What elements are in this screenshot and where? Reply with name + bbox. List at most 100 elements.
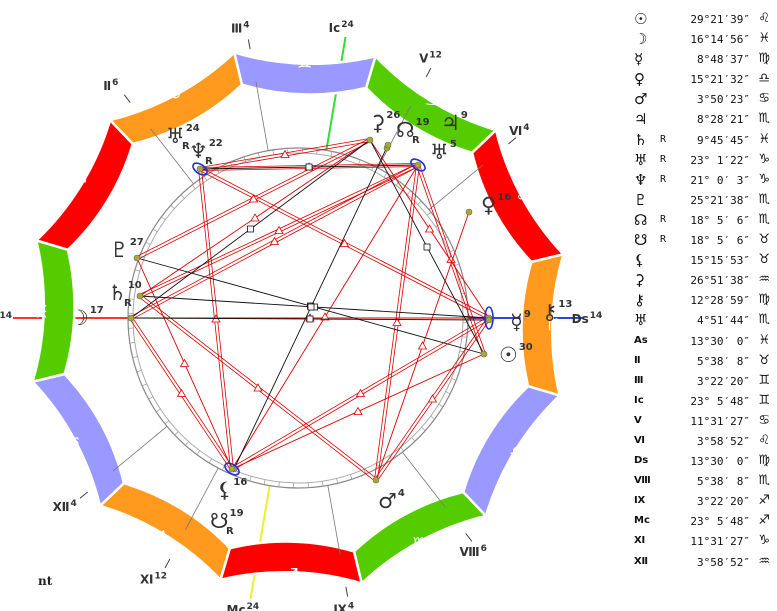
sign-glyph: ♌	[516, 187, 531, 207]
position-retrograde: R	[660, 213, 667, 225]
house-label: Ⅺ12	[140, 571, 167, 586]
position-sign-glyph: ♏	[758, 312, 770, 328]
planet-dot	[127, 314, 135, 322]
position-degrees: 25°21′38″	[690, 193, 750, 207]
retrograde-mark: R	[205, 156, 213, 167]
degree-tick	[330, 151, 333, 157]
position-sign-glyph: ♐	[758, 513, 770, 529]
position-degrees: 5°38′ 8″	[697, 354, 750, 368]
sign-glyph: ♓	[34, 302, 49, 322]
position-sign-glyph: ♉	[758, 352, 770, 368]
sign-glyph: ♉	[168, 84, 183, 104]
position-row: Ⅱ 5°38′ 8″ ♉	[632, 352, 774, 372]
degree-tick	[272, 149, 274, 155]
position-row: As 13°30′ 0″ ♓	[632, 332, 774, 352]
house-cusp-line	[255, 81, 269, 151]
degree-tick	[191, 184, 196, 190]
position-sign-glyph: ♒	[758, 553, 770, 569]
position-sign-glyph: ♑	[758, 151, 770, 167]
degree-tick	[316, 149, 318, 155]
position-degrees: 29°21′39″	[690, 13, 750, 26]
position-degrees: 23° 5′48″	[690, 394, 750, 408]
position-degrees: 3°22′20″	[697, 495, 750, 509]
aspect-marker-triangle	[269, 236, 280, 245]
sign-glyph: ♈	[72, 175, 87, 195]
aspect-marker-triangle	[176, 388, 187, 397]
aspect-marker-square	[423, 243, 431, 251]
degree-tick	[257, 152, 260, 158]
house-cusp-tick	[425, 67, 432, 78]
position-sign-glyph: ♉	[758, 252, 770, 268]
degree-tick	[148, 396, 154, 400]
position-row: Ds 13°30′ 0″ ♍	[632, 452, 774, 472]
position-symbol: Ⅲ	[634, 374, 644, 386]
sign-glyph: ♍	[547, 316, 562, 336]
position-symbol: Ⅵ	[634, 434, 645, 446]
position-row: ♇ 25°21′38″ ♏	[632, 191, 774, 211]
position-symbol: ☿	[634, 50, 644, 69]
conjunction-ellipse	[224, 462, 240, 476]
position-row: ☉ 29°21′39″ ♌	[632, 10, 774, 30]
position-symbol: ☋	[634, 231, 648, 250]
degree-tick	[129, 298, 135, 300]
house-cusp-tick	[508, 137, 517, 145]
planet-positions-table: ☉ 29°21′39″ ♌ ☽ 16°14′56″ ♓ ☿ 8°48′37″ ♍ ♀ 15°21′3…	[632, 10, 774, 573]
degree-tick	[388, 455, 393, 460]
house-label: Mc24	[227, 602, 260, 611]
position-sign-glyph: ♍	[758, 51, 770, 67]
degree-tick	[350, 474, 353, 480]
house-cusp-line	[112, 426, 168, 472]
aspect-marker-triangle	[424, 224, 435, 233]
degree-tick	[208, 458, 213, 464]
position-row: Ⅵ 3°58′52″ ♌	[632, 432, 774, 452]
planet-dot	[133, 254, 141, 262]
aspect-marker-square	[305, 163, 313, 171]
position-sign-glyph: ♒	[758, 272, 770, 288]
position-symbol: Ⅸ	[634, 495, 646, 507]
position-row: Ⅺ 11°31′27″ ♑	[632, 532, 774, 552]
position-row: ⚸ 15°15′53″ ♉	[632, 251, 774, 271]
conjunction-ellipse	[484, 306, 494, 330]
planet-dot	[196, 165, 204, 173]
position-sign-glyph: ♑	[758, 171, 770, 187]
aspect-marker-triangle	[339, 238, 350, 247]
position-degrees: 3°22′20″	[697, 374, 750, 388]
position-degrees: 11°31′27″	[690, 535, 750, 549]
degree-tick	[174, 431, 179, 436]
position-degrees: 23° 5′48″	[690, 515, 750, 529]
aspect-marker-triangle	[427, 394, 438, 403]
planet-dot	[372, 476, 380, 484]
degree-tick	[203, 176, 208, 181]
house-cusp-line	[150, 128, 194, 185]
position-row: Ic 23° 5′48″ ♊	[632, 392, 774, 412]
aspect-marker-triangle	[320, 312, 330, 321]
degree-tick	[216, 168, 220, 174]
house-label: Ⅸ4	[333, 601, 354, 611]
aspect-marker-triangle	[355, 388, 366, 397]
house-label: Ⅷ6	[460, 544, 487, 559]
planet-glyph: ♂4	[378, 488, 405, 513]
position-row: ♅ R 23° 1′22″ ♑	[632, 151, 774, 171]
position-degrees: 12°28′59″	[690, 294, 750, 308]
sign-glyph: ♎	[509, 443, 524, 463]
degree-tick	[278, 481, 280, 487]
position-degrees: 18° 5′ 6″	[690, 213, 750, 227]
position-row: ♆ R 21° 0′ 3″ ♑	[632, 171, 774, 191]
position-row: ♀ 15°21′32″ ♎	[632, 70, 774, 90]
degree-tick	[438, 403, 444, 408]
position-degrees: 8°28′21″	[697, 113, 750, 127]
aspect-marker-square	[307, 303, 315, 311]
degree-tick	[141, 383, 147, 387]
position-degrees: 21° 0′ 3″	[690, 173, 750, 187]
corner-label: nt	[38, 574, 53, 588]
house-label: Ⅵ4	[509, 123, 529, 138]
degree-tick	[161, 216, 166, 221]
zodiac-ring: ♈ ♉ ♊ ♋ ♌ ♍ ♎ ♏ ♐ ♑ ♒ ♓	[30, 50, 566, 586]
sign-glyph: ♑	[156, 528, 171, 548]
degree-tick	[383, 172, 388, 178]
degree-tick	[243, 156, 246, 162]
degree-tick	[400, 446, 405, 452]
aspect-marker-triangle	[392, 317, 402, 326]
aspect-marker-square	[247, 225, 254, 233]
position-sign-glyph: ♓	[758, 332, 770, 348]
